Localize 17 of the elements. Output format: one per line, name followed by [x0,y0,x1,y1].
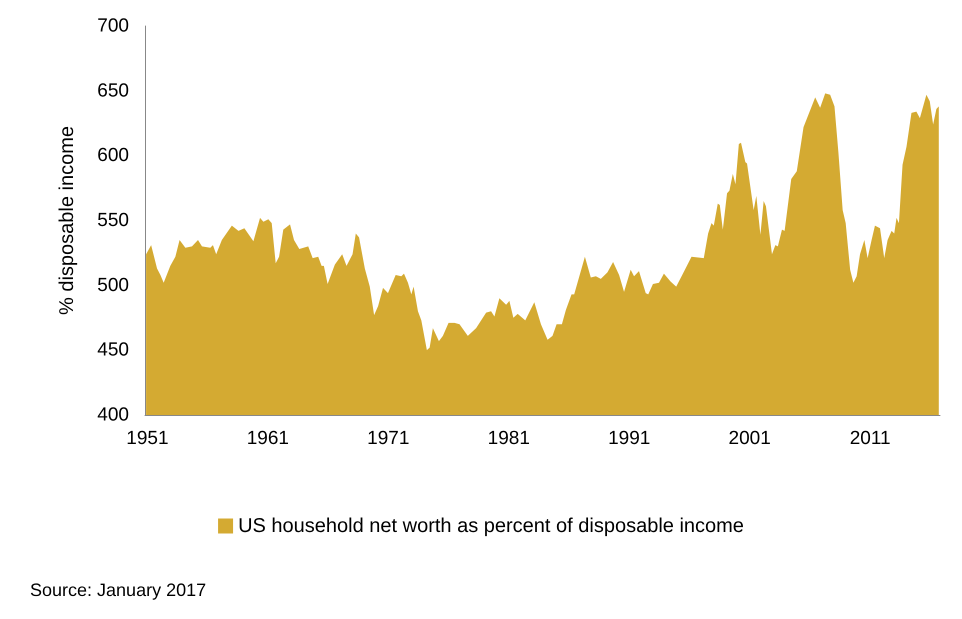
y-tick-label: 400 [97,404,129,426]
x-tick-label: 2011 [850,428,891,449]
x-tick-label: 1981 [488,428,530,449]
x-tick-label: 1951 [126,428,169,449]
x-tick-label: 2001 [728,428,771,449]
x-tick-label: 1991 [608,428,650,449]
y-axis-title: % disposable income [56,126,78,315]
x-tick-label: 1961 [246,428,290,449]
y-tick-label: 700 [97,16,129,36]
y-tick-label: 500 [97,274,129,296]
y-tick-label: 550 [97,210,129,231]
y-tick-label: 650 [97,80,129,102]
x-tick-label: 1971 [367,428,410,449]
legend-label: US household net worth as percent of disposable income [238,515,744,537]
y-tick-label: 600 [97,145,129,166]
source-note: Source: January 2017 [30,580,206,600]
y-tick-label: 450 [97,340,129,361]
